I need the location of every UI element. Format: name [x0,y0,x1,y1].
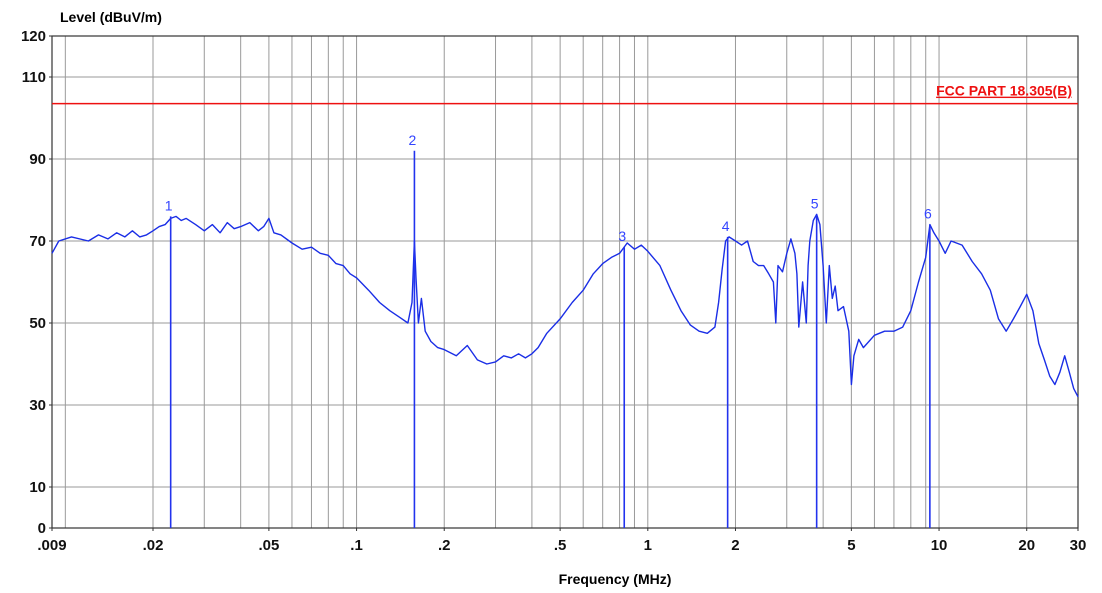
y-tick-label: 10 [29,479,46,496]
x-tick-label: .1 [350,537,363,554]
y-tick-label: 90 [29,151,46,168]
marker-label-5: 5 [811,195,819,211]
y-tick-label: 70 [29,233,46,250]
y-axis-label: Level (dBuV/m) [60,9,162,25]
x-tick-label: .05 [258,537,279,554]
x-tick-label: 1 [644,537,652,554]
x-tick-label: .02 [143,537,164,554]
y-tick-label: 0 [38,520,46,537]
x-tick-label: 2 [731,537,739,554]
x-tick-label: 5 [847,537,855,554]
y-tick-label: 110 [22,69,46,86]
x-tick-label: 30 [1070,537,1087,554]
marker-label-6: 6 [924,206,932,222]
plot-frame [51,35,1079,529]
limit-line-label: FCC PART 18.305(B) [936,83,1072,99]
marker-label-4: 4 [722,218,730,234]
x-tick-label: .5 [554,537,567,554]
plot-area [52,36,1078,528]
y-tick-label: 50 [29,315,46,332]
x-axis-label: Frequency (MHz) [559,571,672,587]
marker-label-1: 1 [165,197,173,213]
series-line [51,213,1079,398]
x-tick-label: .2 [438,537,451,554]
x-tick-label: 10 [931,537,948,554]
marker-label-3: 3 [618,228,626,244]
y-tick-label: 120 [21,28,46,45]
x-tick-label: .009 [37,537,66,554]
marker-label-2: 2 [409,132,417,148]
x-tick-label: 20 [1018,537,1035,554]
y-tick-label: 30 [29,397,46,414]
